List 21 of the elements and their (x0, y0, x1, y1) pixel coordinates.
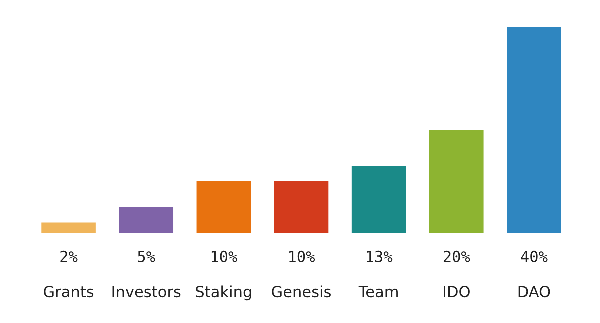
bar (196, 182, 252, 233)
x-tick-label: Genesis (272, 286, 331, 298)
data-label: 10% (212, 250, 238, 262)
x-tick-label: DAO (518, 286, 550, 298)
x-tick-label: Staking (196, 286, 252, 301)
data-label: 40% (521, 250, 548, 262)
bar (507, 27, 562, 233)
bar (119, 207, 174, 233)
data-label: 10% (290, 250, 316, 262)
data-label: 13% (367, 250, 393, 262)
data-label: 20% (444, 250, 470, 262)
x-tick-label: IDO (444, 286, 470, 298)
data-label: 2% (60, 250, 78, 262)
x-tick-label: Team (358, 286, 398, 298)
bar (274, 182, 329, 233)
bar (352, 166, 406, 233)
data-label: 5% (138, 251, 156, 262)
x-tick-label: Investors (112, 286, 181, 298)
bar (42, 222, 96, 233)
x-tick-label: Grants (44, 286, 94, 298)
bar (429, 130, 484, 233)
